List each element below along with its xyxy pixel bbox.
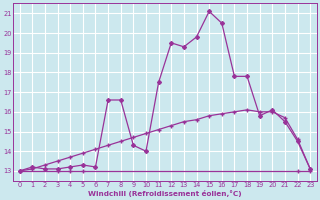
X-axis label: Windchill (Refroidissement éolien,°C): Windchill (Refroidissement éolien,°C)	[88, 190, 242, 197]
